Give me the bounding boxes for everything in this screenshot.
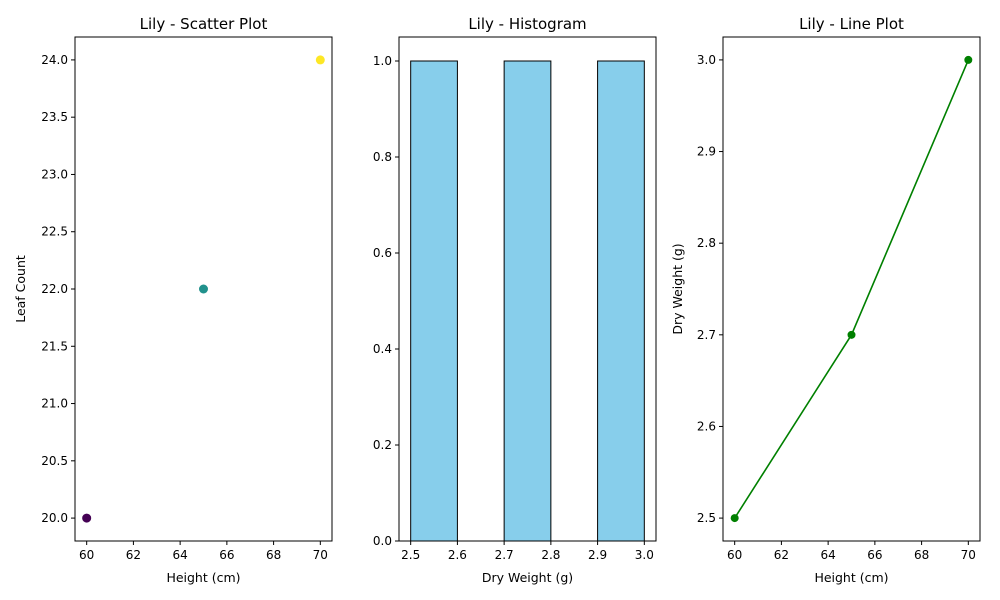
histogram-ytick-label: 0.2 (373, 438, 392, 452)
histogram-ytick-label: 1.0 (373, 54, 392, 68)
scatter-ytick-label: 22.0 (41, 282, 68, 296)
histogram-ytick-label: 0.6 (373, 246, 392, 260)
line-ytick-label: 2.8 (697, 236, 716, 250)
scatter-point (315, 55, 325, 65)
scatter-ytick-label: 21.0 (41, 397, 68, 411)
scatter-panel: Lily - Scatter Plot 60 62 64 66 68 70 20.0 20.5… (13, 15, 333, 585)
histogram-xlabel: Dry Weight (g) (482, 570, 573, 585)
scatter-point (199, 284, 208, 294)
scatter-ylabel: Leaf Count (13, 255, 28, 323)
line-point (847, 330, 856, 339)
histogram-xtick-label: 2.8 (541, 548, 560, 562)
histogram-panel: Lily - Histogram 2.5 2.6 2.7 2.8 2.9 3.0 0.0 0.… (373, 15, 657, 585)
line-panel: Lily - Line Plot 60 62 64 66 68 70 2.5 2.6 2.7 2.… (670, 15, 981, 585)
scatter-point (82, 513, 92, 523)
line-point (964, 55, 973, 64)
line-ytick-label: 2.9 (697, 145, 716, 159)
histogram-xtick-label: 2.9 (588, 548, 607, 562)
scatter-xtick-label: 60 (79, 548, 94, 562)
scatter-xtick-label: 64 (172, 548, 187, 562)
scatter-ytick-label: 22.5 (41, 225, 68, 239)
scatter-frame (74, 36, 333, 542)
line-axes: 60 62 64 66 68 70 2.5 2.6 2.7 2.8 2.9 3.0 (697, 53, 976, 562)
scatter-axes: 60 62 64 66 68 70 20.0 20.5 21.0 21.5 22.0 22.5 23.0… (41, 53, 328, 562)
line-xlabel: Height (cm) (814, 570, 888, 585)
line-xtick-label: 64 (820, 548, 835, 562)
histogram-axes: 2.5 2.6 2.7 2.8 2.9 3.0 0.0 0.2 0.4 0.6 0.8 1.0 (373, 54, 654, 562)
histogram-xtick-label: 3.0 (635, 548, 654, 562)
scatter-xtick-label: 66 (219, 548, 234, 562)
histogram-xtick-label: 2.7 (495, 548, 514, 562)
scatter-ytick-label: 20.0 (41, 511, 68, 525)
line-xtick-label: 62 (774, 548, 789, 562)
scatter-ytick-label: 23.0 (41, 167, 68, 181)
line-xtick-label: 66 (867, 548, 882, 562)
line-point (730, 514, 739, 523)
histogram-title: Lily - Histogram (468, 15, 586, 33)
scatter-ytick-label: 24.0 (41, 53, 68, 67)
scatter-title: Lily - Scatter Plot (140, 15, 268, 33)
scatter-marks (82, 55, 325, 523)
line-ytick-label: 2.7 (697, 328, 716, 342)
scatter-xtick-label: 62 (126, 548, 141, 562)
line-marks (730, 55, 973, 523)
histogram-bar (503, 60, 552, 542)
histogram-ytick-label: 0.4 (373, 342, 392, 356)
histogram-frame (398, 36, 657, 542)
histogram-xtick-label: 2.6 (448, 548, 467, 562)
histogram-bar (410, 60, 458, 542)
histogram-ytick-label: 0.0 (373, 534, 392, 548)
line-ytick-label: 2.6 (697, 419, 716, 433)
scatter-ytick-label: 21.5 (41, 339, 68, 353)
scatter-ytick-label: 20.5 (41, 454, 68, 468)
scatter-xtick-label: 70 (313, 548, 328, 562)
scatter-xlabel: Height (cm) (166, 570, 240, 585)
line-ytick-label: 2.5 (697, 511, 716, 525)
line-xtick-label: 60 (727, 548, 742, 562)
line-ylabel: Dry Weight (g) (670, 243, 685, 334)
histogram-marks (410, 60, 645, 542)
scatter-xtick-label: 68 (266, 548, 281, 562)
line-xtick-label: 68 (914, 548, 929, 562)
scatter-ytick-label: 23.5 (41, 110, 68, 124)
line-ytick-label: 3.0 (697, 53, 716, 67)
histogram-bar (597, 60, 645, 542)
histogram-ytick-label: 0.8 (373, 150, 392, 164)
line-frame (722, 36, 981, 542)
line-title: Lily - Line Plot (799, 15, 904, 33)
line-xtick-label: 70 (961, 548, 976, 562)
histogram-xtick-label: 2.5 (401, 548, 420, 562)
